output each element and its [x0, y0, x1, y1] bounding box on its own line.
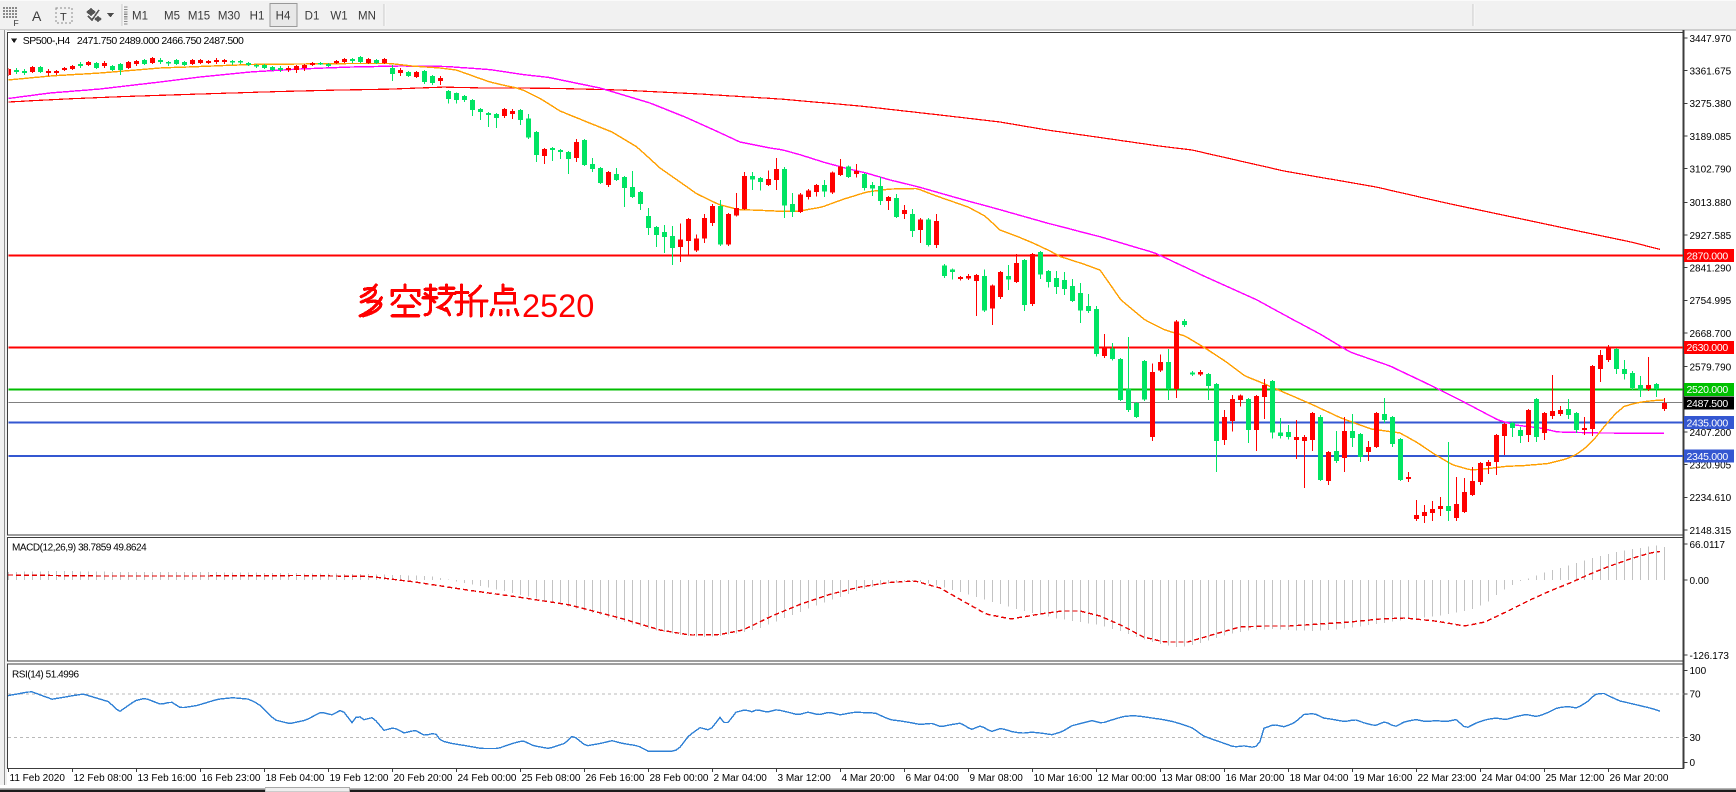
svg-text:19 Mar 16:00: 19 Mar 16:00 [1354, 773, 1413, 784]
svg-text:6 Mar 04:00: 6 Mar 04:00 [906, 773, 960, 784]
svg-text:2841.290: 2841.290 [1690, 263, 1732, 274]
svg-text:3275.380: 3275.380 [1690, 99, 1732, 110]
svg-text:2520: 2520 [522, 288, 594, 324]
svg-text:H1: H1 [250, 11, 265, 23]
svg-text:MACD(12,26,9) 38.7859 49.8624: MACD(12,26,9) 38.7859 49.8624 [12, 543, 147, 554]
svg-text:D1: D1 [305, 11, 320, 23]
svg-text:W1: W1 [330, 11, 347, 23]
svg-text:3189.085: 3189.085 [1690, 132, 1732, 143]
svg-text:26 Mar 20:00: 26 Mar 20:00 [1610, 773, 1669, 784]
svg-text:20 Feb 20:00: 20 Feb 20:00 [394, 773, 453, 784]
svg-text:11 Feb 2020: 11 Feb 2020 [10, 773, 66, 784]
svg-text:3013.880: 3013.880 [1690, 198, 1732, 209]
svg-text:2520.000: 2520.000 [1687, 384, 1729, 396]
svg-text:SP500-,H4 2471.750 2489.000: SP500-,H4 2471.750 2489.000 2466.750 248… [23, 35, 244, 47]
svg-text:12 Feb 08:00: 12 Feb 08:00 [74, 773, 133, 784]
svg-text:70: 70 [1690, 689, 1702, 700]
svg-text:2668.700: 2668.700 [1690, 329, 1732, 340]
svg-text:100: 100 [1690, 666, 1707, 677]
svg-text:19 Feb 12:00: 19 Feb 12:00 [330, 773, 389, 784]
svg-text:2345.000: 2345.000 [1687, 451, 1729, 463]
svg-text:M30: M30 [218, 11, 240, 23]
svg-text:25 Feb 08:00: 25 Feb 08:00 [522, 773, 581, 784]
svg-text:16 Mar 20:00: 16 Mar 20:00 [1226, 773, 1285, 784]
svg-text:2 Mar 04:00: 2 Mar 04:00 [714, 773, 768, 784]
svg-text:12 Mar 00:00: 12 Mar 00:00 [1098, 773, 1157, 784]
svg-text:3361.675: 3361.675 [1690, 66, 1732, 77]
svg-text:16 Feb 23:00: 16 Feb 23:00 [202, 773, 261, 784]
svg-text:18 Mar 04:00: 18 Mar 04:00 [1290, 773, 1349, 784]
svg-text:30: 30 [1690, 733, 1702, 744]
svg-text:0.00: 0.00 [1690, 576, 1710, 587]
svg-text:0: 0 [1690, 758, 1696, 769]
svg-text:RSI(14) 51.4996: RSI(14) 51.4996 [12, 670, 80, 681]
svg-text:M5: M5 [164, 11, 180, 23]
svg-text:T: T [60, 12, 67, 24]
svg-text:2234.610: 2234.610 [1690, 493, 1732, 504]
svg-text:18 Feb 04:00: 18 Feb 04:00 [266, 773, 325, 784]
svg-text:2870.000: 2870.000 [1687, 251, 1729, 263]
svg-text:26 Feb 16:00: 26 Feb 16:00 [586, 773, 645, 784]
svg-text:13 Mar 08:00: 13 Mar 08:00 [1162, 773, 1221, 784]
svg-text:2754.995: 2754.995 [1690, 296, 1732, 307]
svg-text:A: A [32, 8, 42, 24]
svg-text:2927.585: 2927.585 [1690, 231, 1732, 242]
svg-text:28 Feb 00:00: 28 Feb 00:00 [650, 773, 709, 784]
svg-text:24 Feb 00:00: 24 Feb 00:00 [458, 773, 517, 784]
svg-text:4 Mar 20:00: 4 Mar 20:00 [842, 773, 896, 784]
svg-text:F: F [14, 18, 19, 28]
svg-text:M1: M1 [132, 11, 148, 23]
svg-text:24 Mar 04:00: 24 Mar 04:00 [1482, 773, 1541, 784]
svg-text:9 Mar 08:00: 9 Mar 08:00 [970, 773, 1024, 784]
svg-text:2579.790: 2579.790 [1690, 362, 1732, 373]
svg-text:H4: H4 [276, 11, 291, 23]
svg-text:2487.500: 2487.500 [1687, 398, 1729, 410]
svg-text:M15: M15 [188, 11, 210, 23]
svg-text:2435.000: 2435.000 [1687, 417, 1729, 429]
svg-text:3 Mar 12:00: 3 Mar 12:00 [778, 773, 832, 784]
svg-text:3447.970: 3447.970 [1690, 34, 1732, 45]
svg-text:2320.905: 2320.905 [1690, 460, 1732, 471]
svg-text:2148.315: 2148.315 [1690, 526, 1732, 537]
svg-text:25 Mar 12:00: 25 Mar 12:00 [1546, 773, 1605, 784]
svg-text:3102.790: 3102.790 [1690, 164, 1732, 175]
svg-text:-126.173: -126.173 [1690, 651, 1730, 662]
svg-text:22 Mar 23:00: 22 Mar 23:00 [1418, 773, 1477, 784]
svg-text:2630.000: 2630.000 [1687, 342, 1729, 354]
svg-text:13 Feb 16:00: 13 Feb 16:00 [138, 773, 197, 784]
svg-text:10 Mar 16:00: 10 Mar 16:00 [1034, 773, 1093, 784]
svg-text:MN: MN [358, 11, 376, 23]
svg-text:2407.200: 2407.200 [1690, 428, 1732, 439]
svg-text:66.0117: 66.0117 [1690, 540, 1726, 551]
